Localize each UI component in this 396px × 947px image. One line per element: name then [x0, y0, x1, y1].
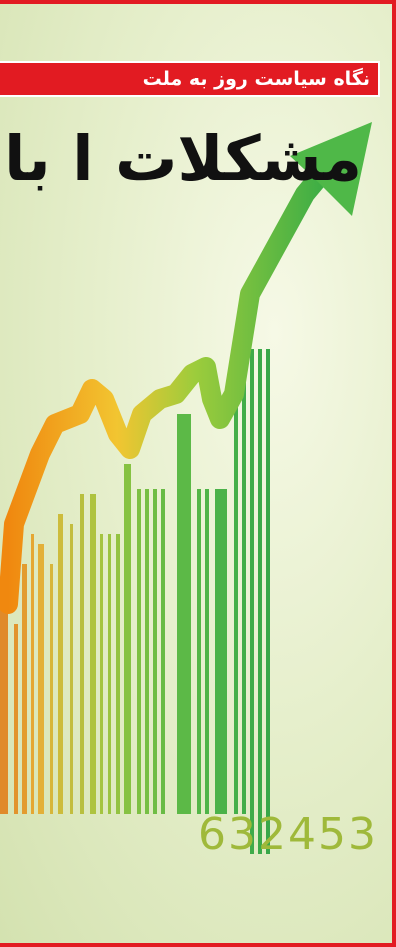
barcode-growth-illustration	[0, 122, 372, 854]
section-tag: نگاه سیاست روز به ملت	[0, 61, 380, 97]
headline: مشکلات ا با	[4, 122, 362, 195]
barcode-digits: 632453	[198, 809, 378, 860]
barcode-icon	[0, 349, 270, 854]
growth-arrow-icon	[0, 122, 372, 614]
